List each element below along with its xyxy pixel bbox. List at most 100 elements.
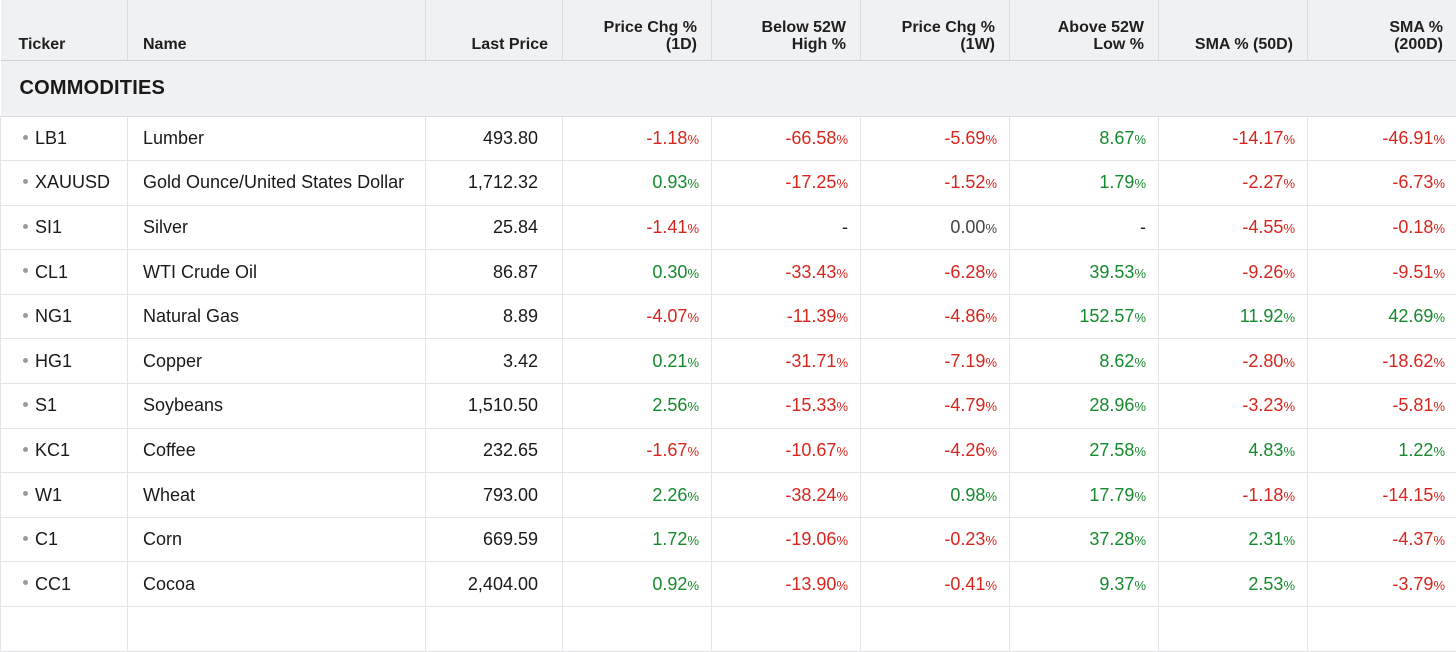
percent-sign: % (836, 399, 848, 414)
below-52w-high-cell: -38.24% (712, 473, 861, 518)
percent-sign: % (1283, 266, 1295, 281)
percent-sign: % (1283, 221, 1295, 236)
value-text: -46.91 (1382, 128, 1433, 148)
value-text: 0.00 (950, 217, 985, 237)
column-header-above-52w-low[interactable]: Above 52W Low % (1010, 0, 1159, 60)
column-header-last-price[interactable]: Last Price (426, 0, 563, 60)
value-text: - (1140, 217, 1146, 237)
value-text: 0.93 (652, 172, 687, 192)
value-text: 4.83 (1248, 440, 1283, 460)
value-text: -4.26 (944, 440, 985, 460)
percent-sign: % (1433, 266, 1445, 281)
sma-50d-cell: -2.80% (1159, 339, 1308, 384)
column-header-below-52w-high[interactable]: Below 52W High % (712, 0, 861, 60)
value-text: -1.41 (646, 217, 687, 237)
ticker-cell[interactable]: XAUUSD (1, 161, 128, 206)
percent-sign: % (1283, 444, 1295, 459)
below-52w-high-cell: -33.43% (712, 250, 861, 295)
percent-sign: % (1134, 310, 1146, 325)
price-chg-1d-cell: 2.26% (563, 473, 712, 518)
ticker-cell[interactable]: CL1 (1, 250, 128, 295)
value-text: 2.56 (652, 395, 687, 415)
value-text: -19.06 (785, 529, 836, 549)
percent-sign: % (1134, 444, 1146, 459)
ticker-cell[interactable]: KC1 (1, 428, 128, 473)
column-header-ticker[interactable]: Ticker (1, 0, 128, 60)
percent-sign: % (985, 355, 997, 370)
percent-sign: % (1134, 533, 1146, 548)
value-text: -5.69 (944, 128, 985, 148)
value-text: - (842, 217, 848, 237)
bullet-icon (23, 135, 28, 140)
ticker-cell[interactable]: S1 (1, 384, 128, 429)
percent-sign: % (836, 266, 848, 281)
ticker-symbol: XAUUSD (35, 172, 110, 192)
percent-sign: % (1283, 399, 1295, 414)
column-header-name[interactable]: Name (128, 0, 426, 60)
value-text: 17.79 (1089, 485, 1134, 505)
percent-sign: % (985, 221, 997, 236)
price-chg-1w-cell: -7.19% (861, 339, 1010, 384)
column-header-sma-50d[interactable]: SMA % (50D) (1159, 0, 1308, 60)
ticker-cell[interactable]: LB1 (1, 116, 128, 161)
below-52w-high-cell: -10.67% (712, 428, 861, 473)
last-price-cell: 1,510.50 (426, 384, 563, 429)
value-text: -3.23 (1242, 395, 1283, 415)
percent-sign: % (1433, 444, 1445, 459)
ticker-cell[interactable]: HG1 (1, 339, 128, 384)
price-chg-1w-cell: -4.79% (861, 384, 1010, 429)
last-price-cell: 3.42 (426, 339, 563, 384)
percent-sign: % (1433, 132, 1445, 147)
table-row[interactable] (1, 607, 1456, 652)
ticker-cell[interactable]: W1 (1, 473, 128, 518)
percent-sign: % (985, 533, 997, 548)
value-text: -0.23 (944, 529, 985, 549)
column-header-price-chg-1d[interactable]: Price Chg % (1D) (563, 0, 712, 60)
column-header-price-chg-1w[interactable]: Price Chg % (1W) (861, 0, 1010, 60)
ticker-symbol: LB1 (35, 128, 67, 148)
name-cell: Cocoa (128, 562, 426, 607)
percent-sign: % (687, 310, 699, 325)
percent-sign: % (1433, 489, 1445, 504)
value-text: 0.92 (652, 574, 687, 594)
ticker-cell[interactable]: NG1 (1, 294, 128, 339)
sma-200d-cell (1308, 607, 1456, 652)
sma-50d-cell: 11.92% (1159, 294, 1308, 339)
percent-sign: % (985, 310, 997, 325)
percent-sign: % (1433, 578, 1445, 593)
last-price-cell: 793.00 (426, 473, 563, 518)
ticker-cell[interactable]: CC1 (1, 562, 128, 607)
percent-sign: % (687, 399, 699, 414)
sma-50d-cell: -2.27% (1159, 161, 1308, 206)
above-52w-low-cell: 152.57% (1010, 294, 1159, 339)
header-row: Ticker Name Last Price Price Chg % (1D) … (1, 0, 1456, 60)
percent-sign: % (1433, 533, 1445, 548)
value-text: 8.67 (1099, 128, 1134, 148)
name-cell: Soybeans (128, 384, 426, 429)
ticker-cell[interactable] (1, 607, 128, 652)
value-text: -2.80 (1242, 351, 1283, 371)
bullet-icon (23, 313, 28, 318)
bullet-icon (23, 402, 28, 407)
ticker-symbol: CC1 (35, 574, 71, 594)
name-cell: Wheat (128, 473, 426, 518)
value-text: 152.57 (1079, 306, 1134, 326)
ticker-cell[interactable]: C1 (1, 517, 128, 562)
column-header-sma-200d[interactable]: SMA % (200D) (1308, 0, 1456, 60)
price-chg-1w-cell: -5.69% (861, 116, 1010, 161)
ticker-cell[interactable]: SI1 (1, 205, 128, 250)
percent-sign: % (1134, 578, 1146, 593)
price-chg-1w-cell: -6.28% (861, 250, 1010, 295)
value-text: 39.53 (1089, 262, 1134, 282)
